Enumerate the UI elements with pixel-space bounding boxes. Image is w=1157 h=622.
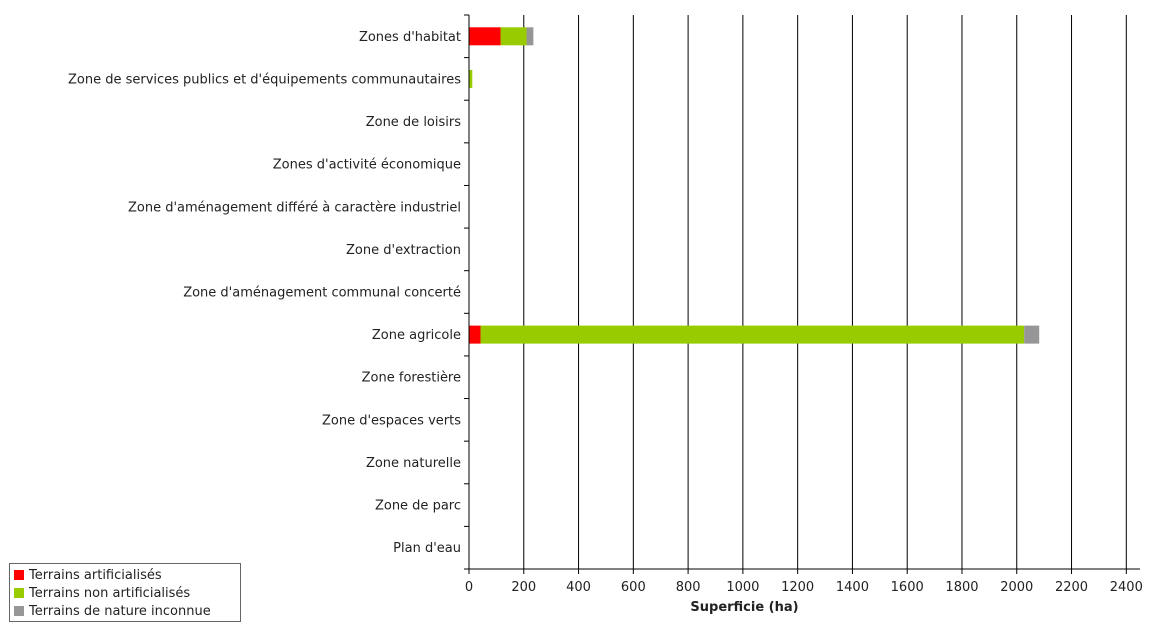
legend-label: Terrains non artificialisés [29, 585, 191, 601]
category-label: Zone de loisirs [366, 115, 462, 130]
category-label: Zone d'aménagement communal concerté [183, 286, 461, 301]
x-tick-label: 2400 [1110, 580, 1143, 595]
category-labels: Zones d'habitat Zone de services publics … [68, 30, 461, 556]
x-tick-label: 800 [676, 580, 701, 595]
legend-item: Terrains artificialisés [14, 566, 240, 584]
legend-label: Terrains de nature inconnue [29, 603, 211, 619]
category-label: Zone d'espaces verts [322, 413, 461, 428]
bar-segment [526, 27, 534, 46]
category-label: Zones d'habitat [359, 30, 461, 45]
x-tick-label: 1600 [891, 580, 924, 595]
x-tick-label: 0 [465, 580, 473, 595]
legend-swatch-non-artificialises [14, 588, 24, 598]
bar-segment [469, 69, 473, 88]
x-tick-label: 200 [511, 580, 536, 595]
category-label: Zone d'extraction [346, 243, 461, 258]
x-tick-labels: 0 200 400 600 800 1000 1200 1400 1600 1800 2000 220… [465, 580, 1143, 595]
x-tick-label: 2000 [1000, 580, 1033, 595]
x-tick-label: 400 [566, 580, 591, 595]
bar-segment [469, 27, 501, 46]
x-tick-label: 1200 [781, 580, 814, 595]
category-label: Zone d'aménagement différé à caractère i… [128, 200, 461, 215]
x-tick-label: 1400 [836, 580, 869, 595]
bar-segment [469, 325, 481, 344]
legend-swatch-artificialises [14, 570, 24, 580]
bar-segment [500, 27, 527, 46]
x-tick-label: 600 [621, 580, 646, 595]
x-tick-label: 2200 [1055, 580, 1088, 595]
legend-item: Terrains de nature inconnue [14, 602, 240, 620]
legend-item: Terrains non artificialisés [14, 584, 240, 602]
bar-segment [480, 325, 1025, 344]
category-label: Zone agricole [372, 328, 461, 343]
x-axis-title: Superficie (ha) [690, 600, 798, 615]
category-label: Plan d'eau [393, 541, 461, 556]
x-tick-label: 1800 [945, 580, 978, 595]
bars [469, 27, 1040, 344]
x-tick-label: 1000 [726, 580, 759, 595]
bar-segment [1024, 325, 1040, 344]
category-label: Zones d'activité économique [273, 158, 461, 173]
category-label: Zone de services publics et d'équipement… [68, 72, 461, 87]
legend-label: Terrains artificialisés [29, 567, 162, 583]
legend-swatch-inconnue [14, 606, 24, 616]
legend: Terrains artificialisés Terrains non art… [9, 563, 241, 622]
category-label: Zone naturelle [366, 456, 461, 471]
category-label: Zone forestière [362, 371, 461, 386]
category-label: Zone de parc [375, 499, 461, 514]
gridlines [523, 15, 1127, 569]
axes [464, 14, 1140, 574]
